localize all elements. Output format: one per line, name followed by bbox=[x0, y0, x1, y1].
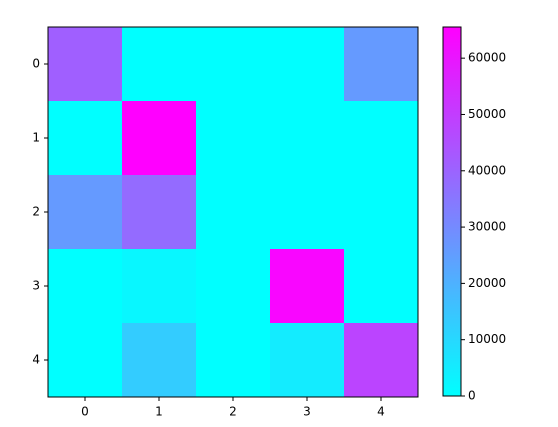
heatmap-cell bbox=[196, 101, 270, 175]
y-tick-label: 2 bbox=[32, 205, 40, 219]
heatmap-cell bbox=[196, 27, 270, 101]
y-tick-label: 3 bbox=[32, 279, 40, 293]
heatmap-cell bbox=[344, 101, 418, 175]
heatmap-cell bbox=[270, 101, 344, 175]
y-tick-label: 4 bbox=[32, 353, 40, 367]
x-tick-label: 4 bbox=[377, 405, 385, 419]
x-tick-label: 0 bbox=[81, 405, 89, 419]
colorbar-tick-label: 10000 bbox=[468, 332, 506, 346]
colorbar-tick-label: 50000 bbox=[468, 107, 506, 121]
heatmap-cell bbox=[48, 249, 122, 323]
heatmap-cell bbox=[48, 27, 122, 101]
heatmap-cell bbox=[122, 101, 196, 175]
colorbar-tick-label: 0 bbox=[468, 389, 476, 403]
colorbar-tick-label: 60000 bbox=[468, 51, 506, 65]
heatmap-cell bbox=[344, 323, 418, 397]
y-tick-label: 0 bbox=[32, 57, 40, 71]
heatmap-cell bbox=[270, 323, 344, 397]
heatmap-cell bbox=[122, 323, 196, 397]
heatmap-cell bbox=[270, 249, 344, 323]
x-tick-label: 1 bbox=[155, 405, 163, 419]
y-tick-label: 1 bbox=[32, 131, 40, 145]
heatmap-cell bbox=[48, 323, 122, 397]
heatmap-cell bbox=[196, 249, 270, 323]
heatmap-cell bbox=[344, 27, 418, 101]
x-tick-label: 2 bbox=[229, 405, 237, 419]
colorbar-tick-label: 30000 bbox=[468, 220, 506, 234]
x-tick-label: 3 bbox=[303, 405, 311, 419]
colorbar-tick-label: 40000 bbox=[468, 163, 506, 177]
heatmap-cell bbox=[196, 175, 270, 249]
colorbar bbox=[442, 26, 462, 397]
heatmap-cell bbox=[122, 27, 196, 101]
heatmap-cell bbox=[48, 175, 122, 249]
heatmap-cell bbox=[48, 101, 122, 175]
heatmap-cell bbox=[270, 27, 344, 101]
heatmap-cell bbox=[122, 175, 196, 249]
heatmap-cell bbox=[270, 175, 344, 249]
colorbar-tick-label: 20000 bbox=[468, 276, 506, 290]
heatmap-cell bbox=[196, 323, 270, 397]
heatmap-cell bbox=[344, 249, 418, 323]
heatmap-cell bbox=[344, 175, 418, 249]
heatmap-cell bbox=[122, 249, 196, 323]
